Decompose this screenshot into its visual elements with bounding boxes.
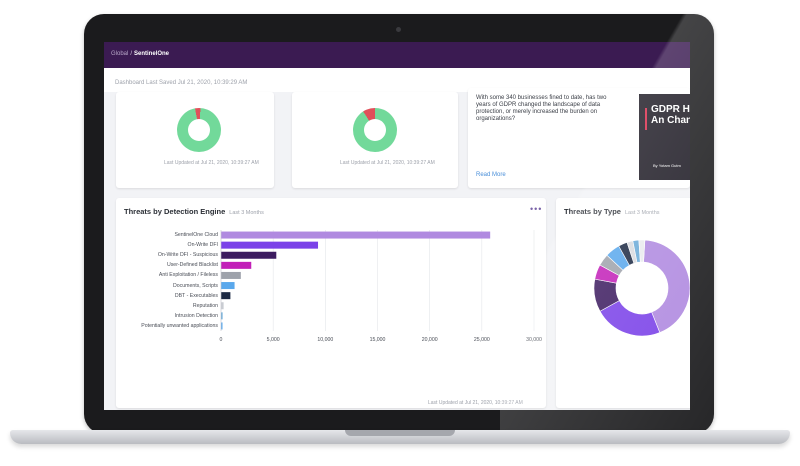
bar[interactable]	[221, 241, 319, 249]
top-navigation-bar: Global / SentinelOne	[104, 42, 690, 68]
period-label: Last 3 Months	[229, 210, 264, 216]
bar[interactable]	[221, 312, 223, 320]
laptop-hinge-notch	[345, 430, 455, 436]
app-screen: Global / SentinelOne Dashboard Last Saved …	[104, 42, 690, 410]
threats-by-engine-bar-chart	[220, 230, 535, 331]
category-label: Reputation	[192, 302, 218, 309]
period-label: Last 3 Months	[624, 210, 660, 216]
category-label: Anti Exploitation / Fileless	[158, 272, 218, 279]
breadcrumb-global[interactable]: Global	[111, 51, 129, 57]
threats-by-type-donut-chart	[593, 239, 690, 337]
category-label: On-Write DFI - Suspicious	[157, 252, 218, 259]
category-label: On-Write DFI	[187, 242, 218, 249]
bar[interactable]	[221, 251, 277, 259]
more-options-icon[interactable]: •••	[530, 204, 543, 214]
breadcrumb-current[interactable]: SentinelOne	[134, 51, 170, 57]
x-tick-label: 5,000	[266, 337, 280, 343]
bar[interactable]	[221, 231, 491, 239]
card-updated-timestamp: Last Updated at Jul 21, 2020, 10:39:27 A…	[340, 160, 435, 166]
bar[interactable]	[221, 271, 241, 279]
breadcrumb-separator: /	[130, 51, 133, 57]
category-label: SentinelOne Cloud	[174, 232, 218, 238]
threats-by-engine-card: Threats by Detection Engine Last 3 Months…	[116, 198, 546, 408]
promo-byline: By Yotam Gutm	[653, 163, 681, 168]
category-label: Potentially unwanted applications	[141, 322, 218, 329]
category-label: Intrusion Detection	[174, 312, 218, 319]
bar[interactable]	[221, 292, 231, 300]
card-title-text: Threats by Type	[564, 207, 621, 216]
promo-accent-bar	[645, 108, 647, 130]
summary-card-2: Last Updated at Jul 21, 2020, 10:39:27 A…	[292, 92, 458, 188]
bar[interactable]	[221, 302, 224, 310]
read-more-link[interactable]: Read More	[476, 172, 506, 178]
summary-donut-chart-1	[177, 108, 221, 152]
summary-card-1: Last Updated at Jul 21, 2020, 10:39:27 A…	[116, 92, 274, 188]
x-tick-label: 30,000	[526, 337, 542, 343]
threats-by-type-card: Threats by Type Last 3 Months	[556, 198, 690, 408]
donut-slice[interactable]	[638, 239, 646, 263]
promo-title: GDPR Has An Chang	[651, 104, 690, 126]
card-title-text: Threats by Detection Engine	[124, 207, 226, 216]
x-tick-label: 20,000	[421, 337, 438, 343]
bar[interactable]	[221, 322, 223, 330]
threats-by-type-title: Threats by Type Last 3 Months	[564, 207, 660, 216]
gdpr-promo-image[interactable]: GDPR Has An Chang By Yotam Gutm	[639, 94, 690, 180]
category-label: User-Defined Blacklist	[166, 262, 218, 269]
category-label: DBT - Executables	[174, 292, 218, 299]
threats-by-engine-title: Threats by Detection Engine Last 3 Months	[124, 207, 264, 216]
x-tick-label: 10,000	[317, 337, 334, 343]
category-label: Documents, Scripts	[173, 282, 218, 289]
breadcrumb: Global / SentinelOne	[111, 51, 169, 57]
dashboard-saved-status: Dashboard Last Saved Jul 21, 2020, 10:39…	[115, 80, 248, 86]
x-tick-label: 0	[219, 337, 223, 343]
laptop-base	[10, 430, 790, 444]
bar[interactable]	[221, 261, 252, 269]
bar[interactable]	[221, 282, 235, 290]
chart-updated-timestamp: Last Updated at Jul 21, 2020, 10:39:27 A…	[428, 400, 523, 406]
x-tick-label: 15,000	[369, 337, 386, 343]
x-tick-label: 25,000	[473, 337, 490, 343]
donut-slice[interactable]	[643, 239, 690, 333]
news-article-text: With some 340 businesses fined to date, …	[476, 95, 607, 122]
card-updated-timestamp: Last Updated at Jul 21, 2020, 10:39:27 A…	[164, 160, 259, 166]
summary-donut-chart-2	[353, 108, 397, 152]
camera-icon	[396, 27, 401, 32]
